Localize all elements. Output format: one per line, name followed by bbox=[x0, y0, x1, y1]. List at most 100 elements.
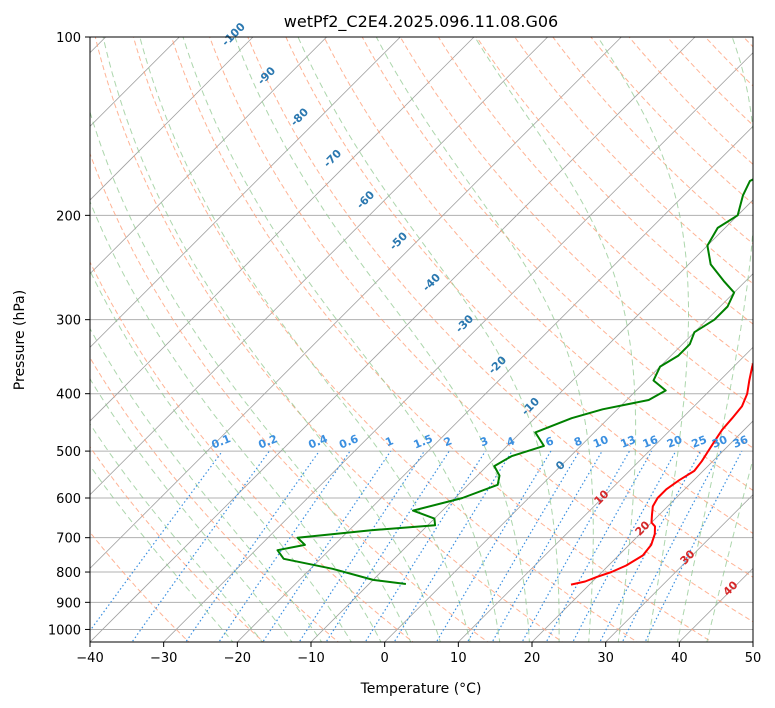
y-tick-label: 200 bbox=[56, 209, 81, 224]
x-tick-label: −40 bbox=[76, 651, 103, 666]
dry-adiabat-line bbox=[769, 24, 775, 645]
mixing-ratio-label: 1 bbox=[383, 434, 395, 449]
moist-adiabat-line bbox=[676, 37, 753, 642]
mixing-ratio-label: 2 bbox=[442, 434, 454, 449]
moist-adiabat-line bbox=[90, 377, 293, 642]
x-axis-label: Temperature (°C) bbox=[360, 681, 482, 697]
mixing-ratio-line bbox=[393, 450, 513, 642]
isotherm-line bbox=[90, 37, 622, 569]
dry-adiabat-line bbox=[90, 260, 414, 642]
moist-adiabat-line bbox=[90, 464, 234, 642]
mixing-ratio-label: 10 bbox=[591, 433, 610, 451]
dry-adiabat-line bbox=[285, 37, 753, 535]
y-tick-label: 100 bbox=[56, 31, 81, 46]
dry-adiabat-line bbox=[209, 37, 753, 623]
mixing-ratio-line bbox=[262, 450, 392, 642]
dry-adiabat-line bbox=[132, 37, 638, 642]
moist-adiabat-line bbox=[706, 457, 753, 642]
plot-frame bbox=[89, 36, 754, 643]
mixing-ratio-label: 36 bbox=[731, 433, 750, 451]
mixing-ratio-line bbox=[364, 450, 486, 642]
profile-lines bbox=[276, 178, 753, 586]
mixing-ratio-label: 13 bbox=[619, 433, 638, 451]
x-tick-label: 50 bbox=[745, 651, 762, 666]
moist-adiabat-line bbox=[90, 200, 382, 642]
moist-adiabat-line bbox=[297, 37, 560, 642]
isotherm-line bbox=[310, 199, 753, 642]
isotherm-line bbox=[237, 125, 753, 642]
moist-adiabat-line bbox=[102, 37, 441, 642]
isotherm-line bbox=[90, 37, 254, 201]
mixing-ratio-line bbox=[599, 450, 702, 642]
dry-adiabat-line bbox=[323, 37, 753, 491]
y-tick-label: 700 bbox=[56, 532, 81, 547]
isotherm-line bbox=[90, 37, 548, 496]
mixing-ratio-label: 16 bbox=[641, 433, 660, 451]
isotherm-line bbox=[384, 273, 753, 642]
moist-adiabat-line bbox=[182, 37, 501, 642]
mixing-ratio-line bbox=[218, 450, 351, 642]
mixing-ratio-line bbox=[572, 450, 677, 642]
moist-adiabat-line bbox=[90, 110, 412, 642]
moist-adiabat-line bbox=[474, 37, 637, 642]
mixing-ratio-line bbox=[325, 450, 450, 642]
x-tick-label: 10 bbox=[450, 651, 467, 666]
moist-adiabat-line bbox=[597, 37, 689, 642]
temperature-line bbox=[570, 360, 753, 586]
isotherm-line bbox=[752, 641, 753, 642]
dry-adiabat-line bbox=[361, 37, 753, 449]
dry-adiabat-line bbox=[90, 531, 190, 642]
mixing-ratio-label: 20 bbox=[665, 433, 684, 451]
chart-title: wetPf2_C2E4.2025.096.11.08.G06 bbox=[284, 12, 558, 32]
x-tick-label: 30 bbox=[597, 651, 614, 666]
y-tick-label: 600 bbox=[56, 492, 81, 507]
dry-adiabat-line bbox=[94, 37, 564, 642]
axes: −40 −30 −20 −10 0 10 20 30 40 50 1000 900 800 700 600 5… bbox=[48, 31, 761, 666]
isotherm-line bbox=[90, 37, 327, 275]
isotherm-line bbox=[90, 37, 696, 642]
dry-adiabat-line bbox=[90, 152, 489, 642]
moist-adiabat-line bbox=[90, 423, 264, 642]
mixing-ratio-label: 25 bbox=[690, 433, 709, 451]
dry-adiabat-line bbox=[437, 37, 753, 366]
moist-adiabat-line bbox=[90, 327, 323, 642]
isotherm-line bbox=[605, 494, 753, 642]
isotherm-line bbox=[458, 346, 753, 642]
x-tick-label: 20 bbox=[524, 651, 541, 666]
mixing-ratio-label: 8 bbox=[572, 434, 584, 449]
dewpoint-line bbox=[276, 178, 753, 585]
x-tick-label: −20 bbox=[224, 651, 251, 666]
dry-adiabat-line bbox=[170, 37, 713, 642]
x-tick-label: 40 bbox=[671, 651, 688, 666]
y-tick-label: 300 bbox=[56, 314, 81, 329]
mixing-ratio-line bbox=[131, 450, 270, 642]
y-tick-label: 900 bbox=[56, 596, 81, 611]
background-lines bbox=[90, 24, 775, 645]
mixing-ratio-line bbox=[621, 450, 722, 642]
isotherm-line bbox=[90, 37, 475, 422]
mixing-ratio-label: 3 bbox=[478, 434, 490, 449]
isotherm-line bbox=[90, 37, 401, 348]
moist-adiabat-line bbox=[234, 37, 530, 642]
mixing-ratio-line bbox=[90, 450, 223, 632]
y-tick-label: 400 bbox=[56, 388, 81, 403]
mixing-ratio-line bbox=[298, 450, 425, 642]
dry-adiabat-line bbox=[476, 37, 753, 325]
y-tick-label: 800 bbox=[56, 566, 81, 581]
x-tick-label: 0 bbox=[381, 651, 389, 666]
plot-background bbox=[90, 37, 753, 642]
x-tick-label: −10 bbox=[297, 651, 324, 666]
isotherm-line bbox=[531, 420, 753, 642]
y-tick-label: 1000 bbox=[48, 623, 81, 638]
y-axis-label: Pressure (hPa) bbox=[12, 290, 28, 390]
x-tick-label: −30 bbox=[150, 651, 177, 666]
mixing-ratio-label: 30 bbox=[710, 433, 729, 451]
isotherm-line bbox=[163, 52, 753, 642]
mixing-ratio-line bbox=[466, 450, 580, 642]
moist-adiabat-line bbox=[375, 37, 594, 642]
moist-adiabat-line bbox=[90, 269, 352, 642]
dry-adiabat-line bbox=[247, 37, 753, 578]
mixing-ratio-line bbox=[185, 450, 320, 642]
y-tick-label: 500 bbox=[56, 445, 81, 460]
